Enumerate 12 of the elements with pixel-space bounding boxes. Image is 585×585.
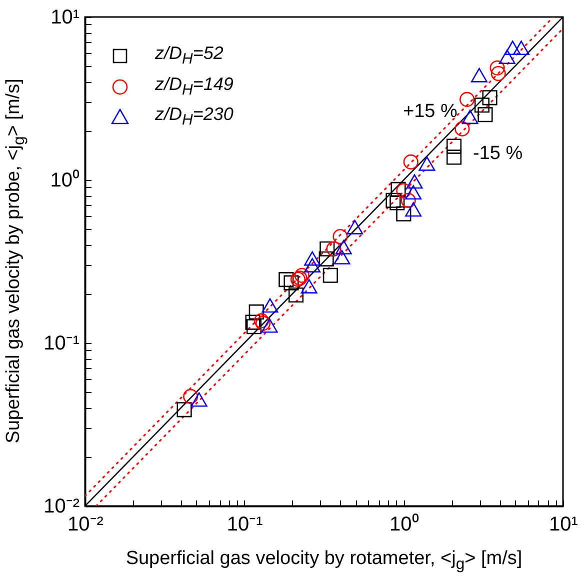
y-tick-label: 10¹: [50, 6, 80, 28]
legend-label: z/D$_{H}$=52: [155, 42, 224, 70]
legend-label: z/D$_{H}$=149: [155, 72, 234, 100]
annotation: -15 %: [473, 143, 523, 165]
x-tick-label: 10⁰: [390, 512, 419, 536]
y-tick-label: 10⁻¹: [44, 332, 80, 354]
annotation: +15 %: [403, 101, 458, 123]
x-tick-label: 10⁻¹: [226, 514, 264, 536]
y-tick-label: 10⁰: [50, 168, 80, 192]
x-axis-title: Superficial gas velocity by rotameter, <j$_{g}$> [m/s]: [124, 548, 524, 574]
x-tick-label: 10¹: [549, 514, 578, 536]
legend-label: z/D$_{H}$=230: [155, 103, 234, 131]
